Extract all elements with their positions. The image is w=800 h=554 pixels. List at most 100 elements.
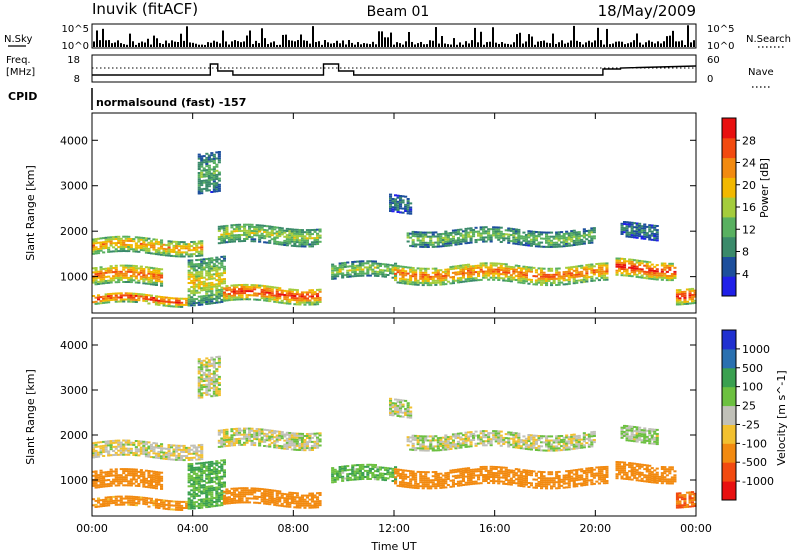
power-cell [623,274,627,277]
velocity-cell [152,502,156,505]
power-cell [197,246,201,249]
velocity-cell [122,501,126,504]
power-cell [205,298,209,301]
power-cell [220,225,224,228]
velocity-cell [278,490,282,493]
power-cell [222,265,226,268]
power-cell [582,232,586,235]
power-cell [467,276,471,278]
velocity-cell [109,446,113,449]
power-cell [376,275,380,277]
power-cell [582,234,586,237]
power-cell [562,279,566,282]
power-cell [180,255,184,258]
power-cell [497,279,501,281]
power-cell [195,289,199,292]
power-cell [202,179,206,182]
power-cell [149,273,153,275]
power-cell [618,265,622,268]
velocity-cell [122,478,126,481]
power-cell [529,230,533,233]
power-cell [497,228,501,231]
power-cell [308,229,312,232]
power-cell [630,230,634,232]
power-cell [318,230,322,233]
nsky-bar [408,31,410,47]
power-cell [620,224,624,227]
velocity-cell [202,484,206,487]
power-cell [109,269,113,272]
power-cell [192,242,196,245]
power-cell [545,235,549,238]
power-cell [205,185,209,188]
power-cell [577,275,581,278]
power-cell [363,262,367,265]
velocity-cell [220,502,224,504]
velocity-cell [117,482,121,485]
power-cell [210,267,214,270]
power-cell [305,301,309,304]
power-cell [200,252,204,255]
power-cell [217,173,221,176]
velocity-cell [157,479,161,482]
power-cell [102,301,106,304]
power-cell [149,296,153,299]
velocity-cell [134,448,138,451]
power-cell [577,231,581,234]
power-cell [238,288,242,291]
velocity-cell [114,447,118,450]
power-cell [144,266,148,269]
power-cell [200,163,204,166]
power-cell [124,274,128,277]
power-cell [635,259,639,262]
nsky-bar [360,44,362,47]
power-cell [600,274,604,277]
power-cell [114,244,118,247]
power-cell [411,245,415,248]
power-cell [524,270,528,273]
nsky-bar [468,43,470,47]
velocity-cell [119,503,123,506]
power-cell [273,286,277,289]
power-cell [182,243,186,246]
power-cell [540,233,544,236]
power-cell [238,234,242,236]
power-cell [590,241,594,244]
power-cell [94,250,98,253]
power-cell [230,238,234,241]
power-cell [424,243,428,246]
power-cell [152,297,156,299]
power-cell [205,262,209,265]
velocity-cell [127,470,131,473]
velocity-cell [238,443,242,446]
power-cell [160,241,164,244]
power-cell [545,237,549,240]
power-cell [459,266,463,269]
velocity-cell [275,430,279,433]
power-cell [117,274,121,277]
power-cell [389,197,393,200]
velocity-cell [333,480,337,483]
velocity-cell [373,464,377,466]
power-cell [570,266,574,269]
velocity-cell [300,439,304,441]
power-cell [401,195,405,198]
power-cell [227,232,231,235]
velocity-cell [243,493,247,496]
nsky-bar [681,40,683,47]
velocity-cell [202,490,206,493]
power-cell [436,241,440,244]
power-y-axis-label: Slant Range [km] [24,165,37,261]
power-cell [137,246,141,249]
velocity-cell [190,452,194,455]
power-cell [122,268,126,271]
velocity-cell [137,444,141,447]
power-cell [645,232,649,235]
velocity-cell [225,502,229,505]
power-cell [479,234,483,237]
power-cell [514,270,518,273]
power-cell [119,274,123,277]
velocity-cell [255,428,259,430]
velocity-cell [273,444,277,447]
power-cell [200,240,204,243]
